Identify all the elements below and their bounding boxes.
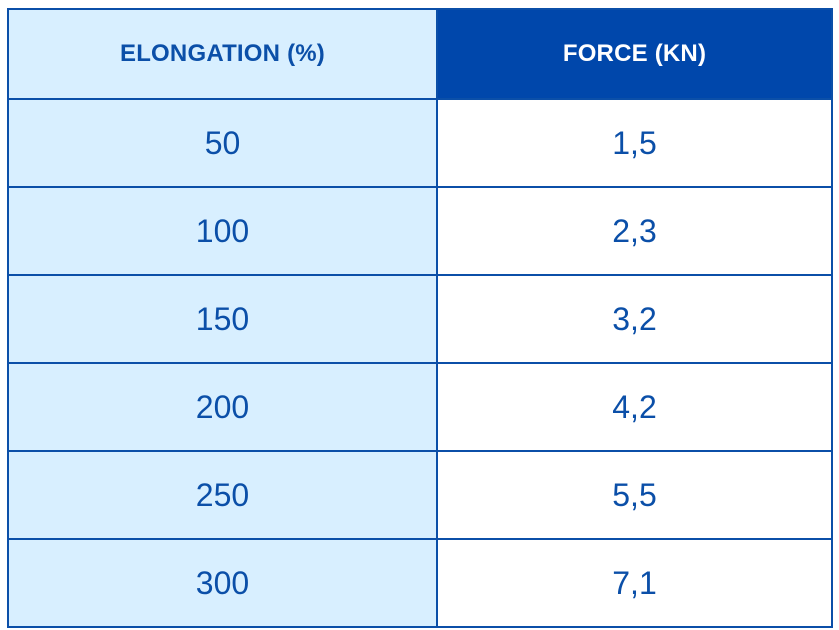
elongation-cell: 50 <box>7 98 438 188</box>
elongation-cell: 150 <box>7 274 438 364</box>
table-row: 200 4,2 <box>7 362 833 452</box>
table-body: 50 1,5 100 2,3 150 3,2 200 4,2 250 5,5 300 7,1 <box>7 98 833 628</box>
force-cell: 7,1 <box>436 538 833 628</box>
table-row: 250 5,5 <box>7 450 833 540</box>
data-table-container: ELONGATION (%) FORCE (KN) 50 1,5 100 2,3 150… <box>7 8 833 628</box>
elongation-cell: 200 <box>7 362 438 452</box>
table-row: 150 3,2 <box>7 274 833 364</box>
force-cell: 2,3 <box>436 186 833 276</box>
table-row: 300 7,1 <box>7 538 833 628</box>
column-header-elongation: ELONGATION (%) <box>7 8 438 100</box>
elongation-cell: 100 <box>7 186 438 276</box>
table-header-row: ELONGATION (%) FORCE (KN) <box>7 8 833 100</box>
elongation-cell: 300 <box>7 538 438 628</box>
elongation-force-table: ELONGATION (%) FORCE (KN) 50 1,5 100 2,3 150… <box>7 8 833 628</box>
force-cell: 3,2 <box>436 274 833 364</box>
table-row: 50 1,5 <box>7 98 833 188</box>
elongation-cell: 250 <box>7 450 438 540</box>
force-cell: 4,2 <box>436 362 833 452</box>
table-row: 100 2,3 <box>7 186 833 276</box>
force-cell: 5,5 <box>436 450 833 540</box>
column-header-force: FORCE (KN) <box>436 8 833 100</box>
force-cell: 1,5 <box>436 98 833 188</box>
